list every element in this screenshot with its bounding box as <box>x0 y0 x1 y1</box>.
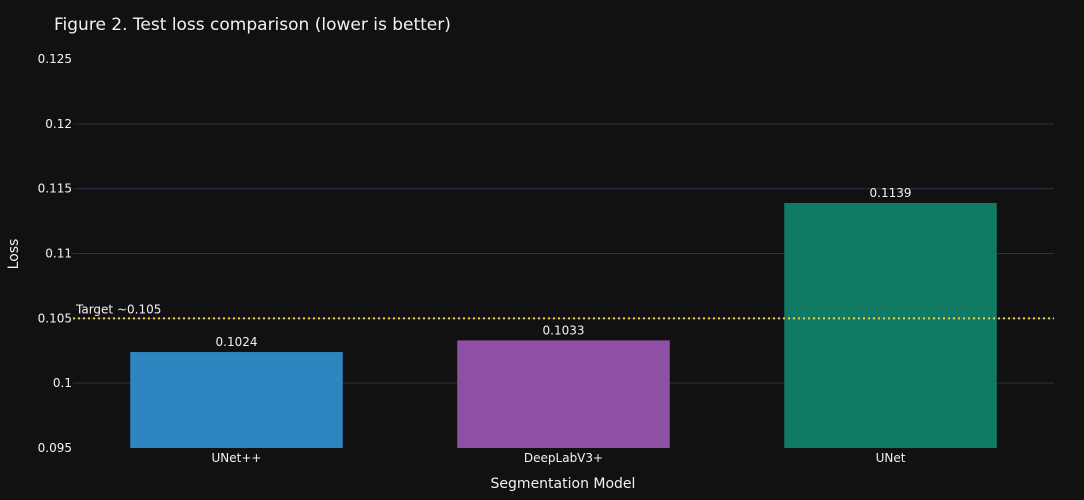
chart-title: Figure 2. Test loss comparison (lower is… <box>54 15 451 35</box>
y-tick-label: 0.125 <box>38 52 72 66</box>
y-tick-label: 0.1 <box>53 376 72 390</box>
x-axis-title: Segmentation Model <box>491 476 636 492</box>
y-tick-label: 0.115 <box>38 182 72 196</box>
x-tick-label: UNet++ <box>212 451 262 465</box>
bar[interactable] <box>784 202 997 448</box>
reference-line-group: Target ~0.105 <box>73 302 1054 320</box>
bar[interactable] <box>130 352 343 448</box>
bar-value-label: 0.1024 <box>216 335 258 349</box>
reference-line-label: Target ~0.105 <box>75 302 161 316</box>
y-axis-ticks: 0.095 0.1 0.105 0.11 0.115 0.12 0.125 <box>38 52 72 455</box>
x-axis-ticks: UNet++ DeepLabV3+ UNet <box>212 451 906 465</box>
bars: 0.1024 0.1033 0.1139 <box>130 186 997 448</box>
bar[interactable] <box>457 340 670 448</box>
x-tick-label: UNet <box>876 451 906 465</box>
x-tick-label: DeepLabV3+ <box>524 451 603 465</box>
y-tick-label: 0.095 <box>38 441 72 455</box>
bar-value-label: 0.1139 <box>870 186 912 200</box>
y-axis-title: Loss <box>6 239 22 270</box>
y-tick-label: 0.105 <box>38 311 72 325</box>
y-tick-label: 0.11 <box>45 247 72 261</box>
bar-value-label: 0.1033 <box>543 323 585 337</box>
y-tick-label: 0.12 <box>45 117 72 131</box>
